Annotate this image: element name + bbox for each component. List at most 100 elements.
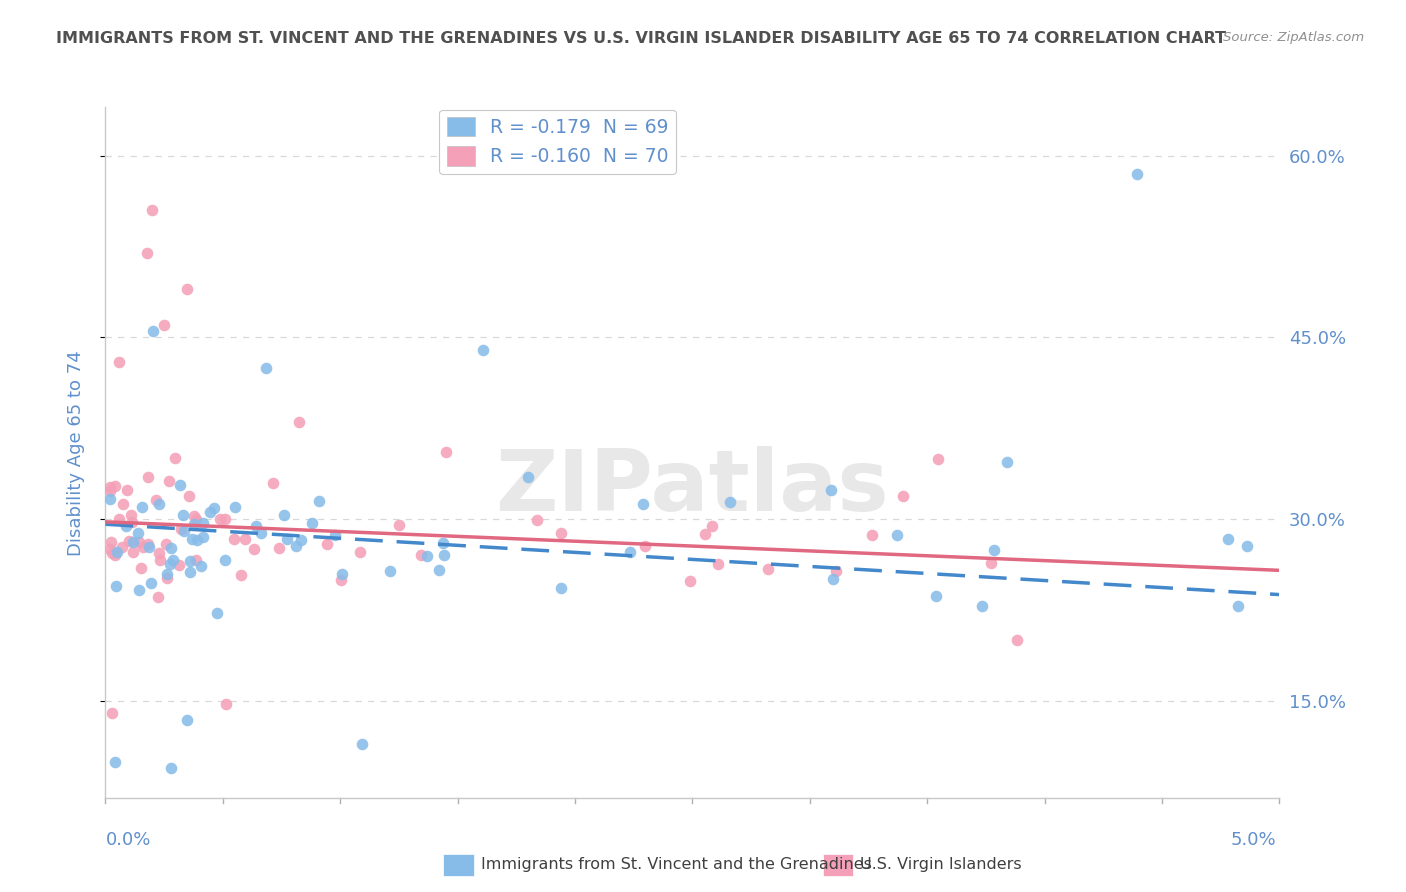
Y-axis label: Disability Age 65 to 74: Disability Age 65 to 74	[66, 350, 84, 556]
Point	[122, 535, 145, 549]
Point	[170, 522, 193, 536]
Point	[131, 500, 153, 514]
Point	[245, 519, 267, 533]
Point	[120, 508, 142, 522]
Point	[891, 489, 914, 503]
Point	[284, 539, 307, 553]
Point	[122, 545, 145, 559]
Point	[679, 574, 702, 588]
Point	[214, 553, 236, 567]
Text: ZIPatlas: ZIPatlas	[495, 446, 890, 529]
Point	[186, 553, 208, 567]
Point	[101, 706, 124, 721]
Point	[432, 536, 454, 550]
Point	[718, 495, 741, 509]
Point	[176, 282, 198, 296]
Point	[980, 556, 1002, 570]
Point	[139, 576, 162, 591]
Point	[104, 755, 127, 769]
Point	[100, 535, 122, 549]
Point	[619, 545, 641, 559]
Point	[825, 564, 848, 578]
Text: Source: ZipAtlas.com: Source: ZipAtlas.com	[1223, 31, 1364, 45]
Point	[233, 533, 256, 547]
Point	[191, 530, 214, 544]
Point	[301, 516, 323, 530]
Point	[132, 540, 155, 554]
Point	[145, 493, 167, 508]
Point	[995, 454, 1018, 468]
Point	[434, 444, 457, 458]
Point	[433, 548, 456, 562]
Point	[157, 475, 180, 489]
Point	[821, 572, 844, 586]
Point	[250, 525, 273, 540]
Point	[208, 512, 231, 526]
Point	[179, 489, 201, 503]
Point	[927, 451, 949, 466]
Point	[387, 518, 409, 533]
Point	[162, 552, 184, 566]
Point	[198, 505, 221, 519]
Point	[700, 518, 723, 533]
Point	[172, 508, 194, 522]
Point	[290, 533, 312, 547]
Point	[378, 564, 401, 578]
Text: 0.0%: 0.0%	[105, 831, 150, 849]
Point	[183, 516, 205, 531]
Point	[267, 541, 290, 555]
Point	[409, 548, 432, 562]
Point	[1126, 167, 1149, 181]
Point	[186, 533, 208, 548]
Point	[183, 509, 205, 524]
Point	[148, 497, 170, 511]
Point	[176, 713, 198, 727]
Point	[190, 559, 212, 574]
Point	[152, 318, 174, 333]
Point	[105, 545, 128, 559]
Point	[886, 527, 908, 541]
Point	[516, 470, 538, 484]
Point	[184, 512, 207, 526]
Point	[262, 475, 284, 490]
Point	[983, 543, 1005, 558]
Point	[427, 562, 450, 576]
Point	[860, 527, 883, 541]
Point	[101, 546, 124, 560]
Point	[179, 554, 201, 568]
Point	[104, 579, 127, 593]
Point	[128, 534, 150, 549]
Point	[229, 568, 252, 582]
Point	[631, 498, 654, 512]
Point	[108, 355, 131, 369]
Point	[108, 512, 131, 526]
Point	[215, 697, 238, 711]
Text: U.S. Virgin Islanders: U.S. Virgin Islanders	[860, 857, 1022, 872]
Point	[207, 606, 229, 620]
Point	[214, 512, 236, 526]
Point	[156, 567, 179, 582]
Point	[243, 541, 266, 556]
Point	[136, 470, 159, 484]
Point	[1007, 633, 1029, 648]
Point	[526, 513, 548, 527]
Point	[156, 571, 179, 585]
Legend: R = -0.179  N = 69, R = -0.160  N = 70: R = -0.179 N = 69, R = -0.160 N = 70	[439, 110, 676, 174]
Text: 5.0%: 5.0%	[1232, 831, 1277, 849]
Point	[115, 483, 138, 498]
Point	[925, 589, 948, 603]
Point	[330, 574, 353, 588]
Point	[121, 515, 143, 529]
Point	[173, 524, 195, 538]
Point	[117, 534, 139, 549]
Point	[149, 553, 172, 567]
Point	[202, 501, 225, 516]
Point	[471, 343, 494, 357]
Point	[254, 360, 277, 375]
Point	[148, 546, 170, 560]
Text: Immigrants from St. Vincent and the Grenadines: Immigrants from St. Vincent and the Gren…	[481, 857, 872, 872]
Point	[98, 542, 121, 557]
Point	[349, 544, 371, 558]
Point	[136, 245, 159, 260]
Point	[127, 526, 149, 541]
